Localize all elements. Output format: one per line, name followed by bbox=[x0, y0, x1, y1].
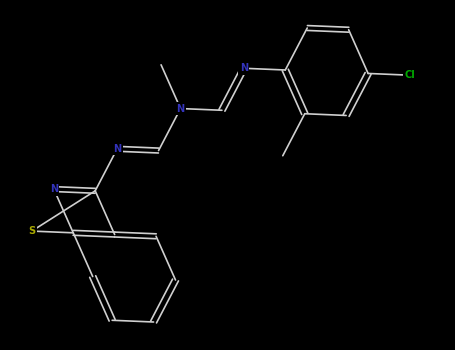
Text: N: N bbox=[177, 104, 185, 113]
Text: N: N bbox=[50, 184, 58, 194]
Text: Cl: Cl bbox=[404, 70, 415, 80]
Text: N: N bbox=[113, 144, 121, 154]
Text: N: N bbox=[240, 63, 248, 73]
Text: S: S bbox=[28, 226, 35, 236]
